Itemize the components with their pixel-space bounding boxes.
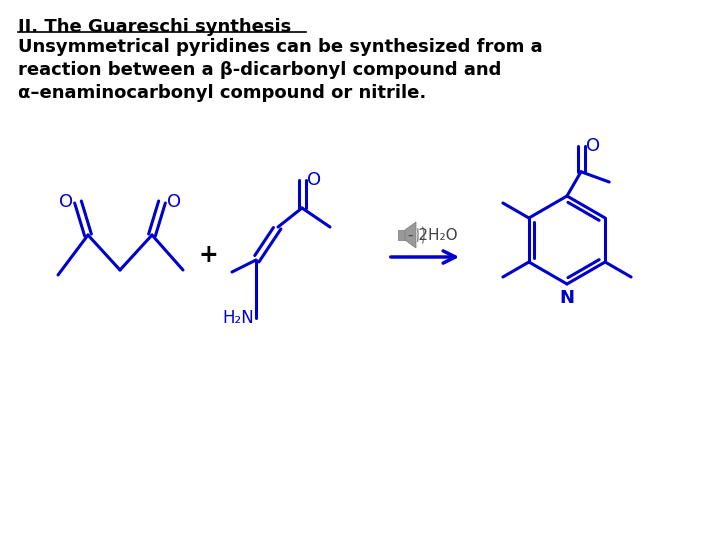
Text: II. The Guareschi synthesis: II. The Guareschi synthesis [18, 18, 292, 36]
Text: O: O [307, 171, 321, 189]
FancyBboxPatch shape [398, 230, 405, 240]
Text: Unsymmetrical pyridines can be synthesized from a: Unsymmetrical pyridines can be synthesiz… [18, 38, 543, 56]
Polygon shape [405, 222, 416, 248]
Text: O: O [59, 193, 73, 211]
Text: H₂N: H₂N [222, 309, 254, 327]
Text: - 2H₂O: - 2H₂O [408, 228, 458, 243]
Text: N: N [559, 289, 575, 307]
Text: O: O [586, 137, 600, 155]
Text: reaction between a β-dicarbonyl compound and: reaction between a β-dicarbonyl compound… [18, 61, 501, 79]
Text: O: O [167, 193, 181, 211]
Text: +: + [198, 243, 218, 267]
Text: α–enaminocarbonyl compound or nitrile.: α–enaminocarbonyl compound or nitrile. [18, 84, 426, 102]
